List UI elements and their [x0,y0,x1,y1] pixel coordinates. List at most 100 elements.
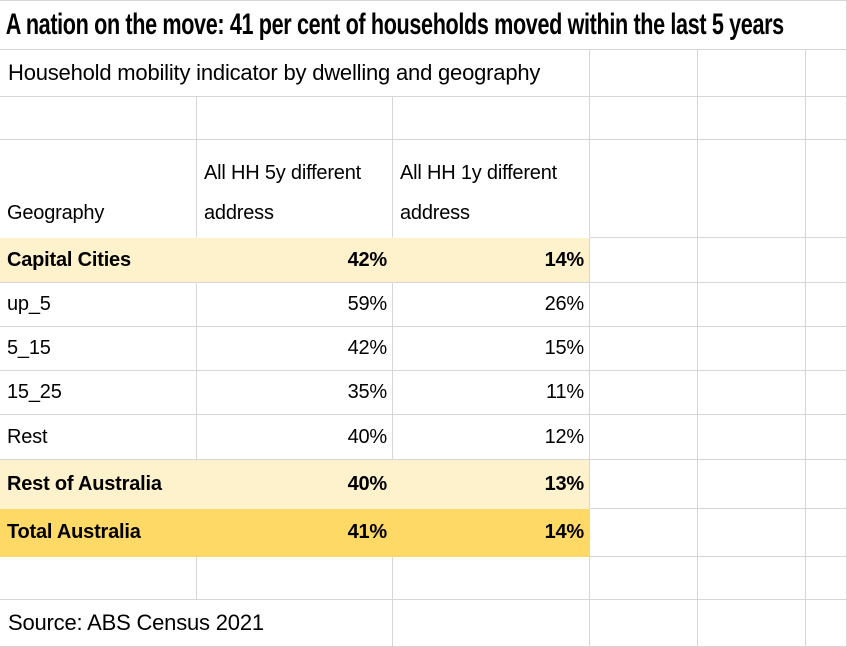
cell-hh5y-value[interactable]: 41% [197,509,393,557]
empty-cell[interactable] [698,97,806,140]
empty-cell[interactable] [806,97,846,140]
empty-cell[interactable] [698,600,806,647]
empty-cell[interactable] [806,371,846,415]
empty-cell[interactable] [698,283,806,327]
cell-geography[interactable]: Rest [0,415,197,460]
empty-cell[interactable] [806,238,846,283]
cell-geography[interactable]: 5_15 [0,327,197,371]
empty-row [0,557,846,600]
header-hh5y-label: All HH 5y different address [204,162,362,224]
hh5y-value: 59% [347,293,388,315]
empty-cell[interactable] [197,97,393,140]
hh5y-value: 42% [347,337,388,359]
empty-cell[interactable] [806,283,846,327]
cell-geography[interactable]: 15_25 [0,371,197,415]
empty-cell[interactable] [698,415,806,460]
empty-cell[interactable] [806,557,846,600]
empty-cell[interactable] [698,460,806,509]
cell-hh5y-value[interactable]: 42% [197,327,393,371]
empty-cell[interactable] [698,509,806,557]
empty-cell[interactable] [590,600,698,647]
hh1y-value: 13% [544,472,585,495]
empty-cell[interactable] [590,140,698,238]
empty-cell[interactable] [590,327,698,371]
source-row: Source: ABS Census 2021 [0,600,846,647]
geo-label: 15_25 [7,381,62,403]
empty-cell[interactable] [806,509,846,557]
source-note: Source: ABS Census 2021 [8,610,264,635]
empty-cell[interactable] [698,371,806,415]
cell-subtitle[interactable]: Household mobility indicator by dwelling… [0,50,590,97]
empty-cell[interactable] [393,600,590,647]
cell-hh1y-value[interactable]: 14% [393,509,590,557]
hh1y-value: 15% [544,337,585,359]
empty-cell[interactable] [197,557,393,600]
empty-cell[interactable] [698,557,806,600]
empty-cell[interactable] [806,415,846,460]
empty-cell[interactable] [393,97,590,140]
table-row: Rest of Australia 40% 13% [0,460,846,509]
cell-hh1y-value[interactable]: 13% [393,460,590,509]
header-hh5y[interactable]: All HH 5y different address [197,140,393,238]
empty-row [0,97,846,140]
empty-cell[interactable] [806,140,846,238]
hh5y-value: 41% [347,521,388,543]
hh1y-value: 14% [544,248,585,271]
cell-geography[interactable]: Total Australia [0,509,197,557]
empty-cell[interactable] [590,97,698,140]
hh1y-value: 14% [544,521,585,543]
cell-hh1y-value[interactable]: 26% [393,283,590,327]
empty-cell[interactable] [590,415,698,460]
cell-hh5y-value[interactable]: 59% [197,283,393,327]
empty-cell[interactable] [806,600,846,647]
empty-cell[interactable] [698,50,806,97]
cell-geography[interactable]: Rest of Australia [0,460,197,509]
cell-source[interactable]: Source: ABS Census 2021 [0,600,393,647]
hh1y-value: 11% [546,381,584,403]
hh1y-value: 12% [544,425,585,448]
cell-hh5y-value[interactable]: 40% [197,415,393,460]
cell-title[interactable]: A nation on the move: 41 per cent of hou… [0,1,846,50]
cell-hh5y-value[interactable]: 35% [197,371,393,415]
geo-label: Total Australia [7,521,141,543]
header-hh1y-label: All HH 1y different address [400,162,558,224]
empty-cell[interactable] [590,238,698,283]
empty-cell[interactable] [0,557,197,600]
empty-cell[interactable] [806,50,846,97]
header-hh1y[interactable]: All HH 1y different address [393,140,590,238]
geo-label: up_5 [7,293,51,315]
cell-hh5y-value[interactable]: 40% [197,460,393,509]
cell-hh1y-value[interactable]: 11% [393,371,590,415]
hh5y-value: 40% [347,425,388,448]
subtitle-row: Household mobility indicator by dwelling… [0,50,846,97]
cell-hh1y-value[interactable]: 12% [393,415,590,460]
table-row: 15_25 35% 11% [0,371,846,415]
cell-geography[interactable]: Capital Cities [0,238,197,283]
empty-cell[interactable] [698,140,806,238]
empty-cell[interactable] [698,327,806,371]
sheet-subtitle: Household mobility indicator by dwelling… [8,60,541,85]
cell-hh1y-value[interactable]: 14% [393,238,590,283]
empty-cell[interactable] [590,371,698,415]
cell-hh1y-value[interactable]: 15% [393,327,590,371]
empty-cell[interactable] [590,509,698,557]
empty-cell[interactable] [590,557,698,600]
geo-label: 5_15 [7,337,51,359]
cell-hh5y-value[interactable]: 42% [197,238,393,283]
empty-cell[interactable] [0,97,197,140]
empty-cell[interactable] [590,50,698,97]
table-row: Total Australia 41% 14% [0,509,846,557]
geo-label: Rest of Australia [7,472,162,495]
title-row: A nation on the move: 41 per cent of hou… [0,1,846,50]
empty-cell[interactable] [806,327,846,371]
table-row: Capital Cities 42% 14% [0,238,846,283]
empty-cell[interactable] [393,557,590,600]
empty-cell[interactable] [698,238,806,283]
hh5y-value: 35% [347,381,388,403]
empty-cell[interactable] [806,460,846,509]
cell-geography[interactable]: up_5 [0,283,197,327]
empty-cell[interactable] [590,283,698,327]
empty-cell[interactable] [590,460,698,509]
header-geography[interactable]: Geography [0,140,197,238]
